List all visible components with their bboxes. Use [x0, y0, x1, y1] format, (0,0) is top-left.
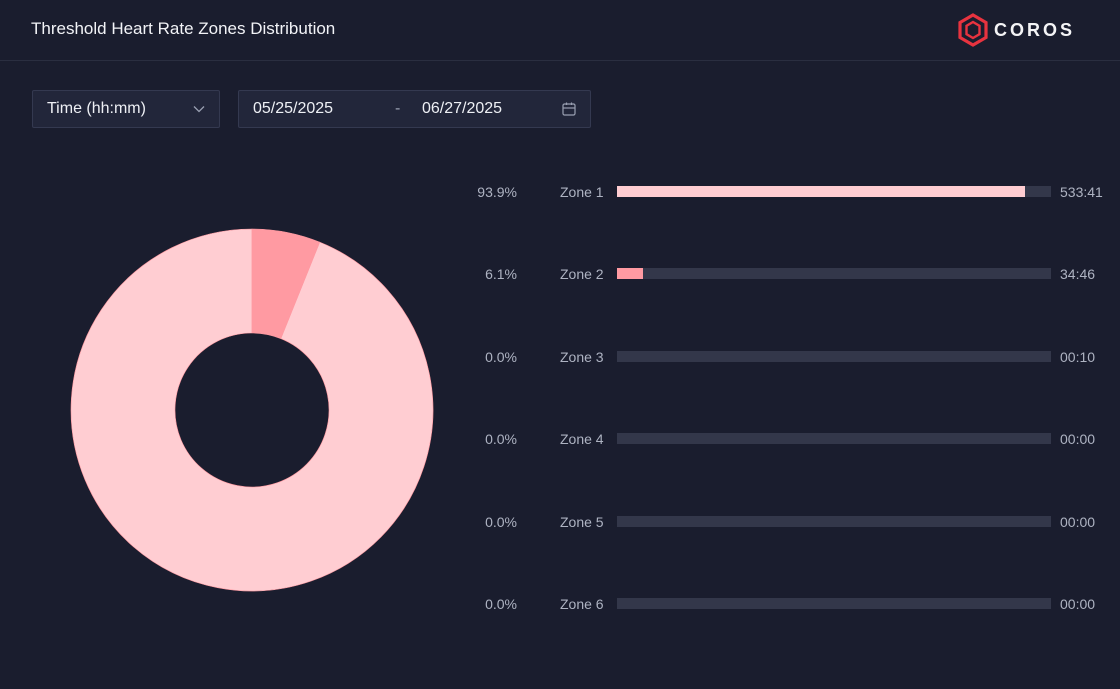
zone-duration-label: 533:41 — [1060, 184, 1103, 200]
zone-duration-label: 00:00 — [1060, 513, 1096, 530]
metric-select-value: Time (hh:mm) — [47, 100, 146, 117]
donut-slice-zone-2[interactable] — [251, 228, 321, 339]
zone-row-zone-3: 0.0% Zone 3 00:10 — [0, 349, 1120, 365]
zone-bar-track — [617, 268, 1051, 280]
header: Threshold Heart Rate Zones Distribution … — [0, 0, 1120, 61]
zone-bar-track — [617, 186, 1051, 197]
zone-percent-label: 0.0% — [485, 513, 517, 530]
zone-duration-label: 00:00 — [1060, 431, 1096, 448]
zone-row-zone-5: 0.0% Zone 5 00:00 — [0, 514, 1120, 530]
zone-bar-fill-zone-1 — [617, 186, 1025, 197]
zone-bar-track — [617, 598, 1051, 609]
zone-name-label: Zone 2 — [560, 266, 604, 283]
zone-percent-label: 0.0% — [485, 596, 517, 612]
zone-bar-track — [617, 350, 1051, 362]
zone-percent-label: 93.9% — [477, 184, 517, 200]
zone-percent-label: 0.0% — [485, 431, 517, 448]
zone-percent-label: 6.1% — [485, 266, 517, 283]
zone-percent-label: 0.0% — [485, 348, 517, 365]
zone-duration-label: 00:10 — [1060, 348, 1096, 365]
logo-wordmark: COROS — [994, 19, 1076, 40]
coros-hexagon-logo-icon — [958, 13, 988, 47]
filter-bar: Time (hh:mm) 05/25/2025 - 06/27/2025 — [32, 90, 591, 128]
zone-name-label: Zone 1 — [560, 184, 604, 200]
zone-row-zone-2: 6.1% Zone 2 34:46 — [0, 266, 1120, 282]
date-separator: - — [395, 100, 401, 117]
zone-name-label: Zone 4 — [560, 431, 604, 448]
zone-row-zone-4: 0.0% Zone 4 00:00 — [0, 431, 1120, 447]
donut-slice-zone-1[interactable] — [70, 228, 434, 592]
zone-bar-fill-zone-2 — [617, 268, 644, 280]
zones-donut-chart — [70, 228, 434, 592]
date-end[interactable]: 06/27/2025 — [422, 100, 503, 117]
date-start[interactable]: 05/25/2025 — [253, 100, 334, 117]
zone-name-label: Zone 3 — [560, 348, 604, 365]
zone-name-label: Zone 6 — [560, 596, 604, 612]
date-range-picker[interactable]: 05/25/2025 - 06/27/2025 — [238, 90, 591, 128]
zone-name-label: Zone 5 — [560, 513, 604, 530]
page-title: Threshold Heart Rate Zones Distribution — [31, 19, 336, 38]
zone-bar-track — [617, 433, 1051, 445]
zone-row-zone-1: 93.9% Zone 1 533:41 — [0, 184, 1120, 200]
zone-row-zone-6: 0.0% Zone 6 00:00 — [0, 596, 1120, 612]
chevron-down-icon — [193, 106, 205, 113]
metric-select[interactable]: Time (hh:mm) — [32, 90, 220, 128]
coros-logo: COROS — [958, 13, 1075, 47]
zone-bar-track — [617, 515, 1051, 527]
zone-duration-label: 34:46 — [1060, 266, 1096, 283]
calendar-icon[interactable] — [562, 102, 576, 116]
zone-duration-label: 00:00 — [1060, 596, 1096, 612]
